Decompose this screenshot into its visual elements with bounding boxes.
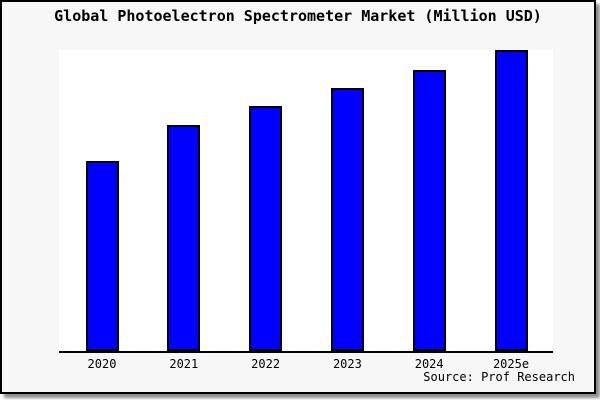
x-tick-label-2023: 2023 — [332, 357, 362, 371]
bar-2024 — [412, 69, 446, 351]
plot-area — [59, 50, 553, 353]
bar-2023 — [330, 87, 364, 351]
bar-2022 — [249, 105, 283, 351]
x-tick-label-2022: 2022 — [251, 357, 281, 371]
bar-2025e — [494, 50, 528, 351]
x-tick-label-2020: 2020 — [87, 357, 117, 371]
x-tick-label-2021: 2021 — [169, 357, 199, 371]
source-label: Source: Prof Research — [423, 370, 575, 384]
bar-2020 — [85, 161, 119, 351]
bar-2021 — [167, 125, 201, 351]
chart-card: Global Photoelectron Spectrometer Market… — [0, 0, 596, 394]
x-tick-label-2024: 2024 — [414, 357, 444, 371]
chart-title: Global Photoelectron Spectrometer Market… — [54, 7, 542, 25]
x-tick-label-2025e: 2025e — [492, 357, 530, 371]
